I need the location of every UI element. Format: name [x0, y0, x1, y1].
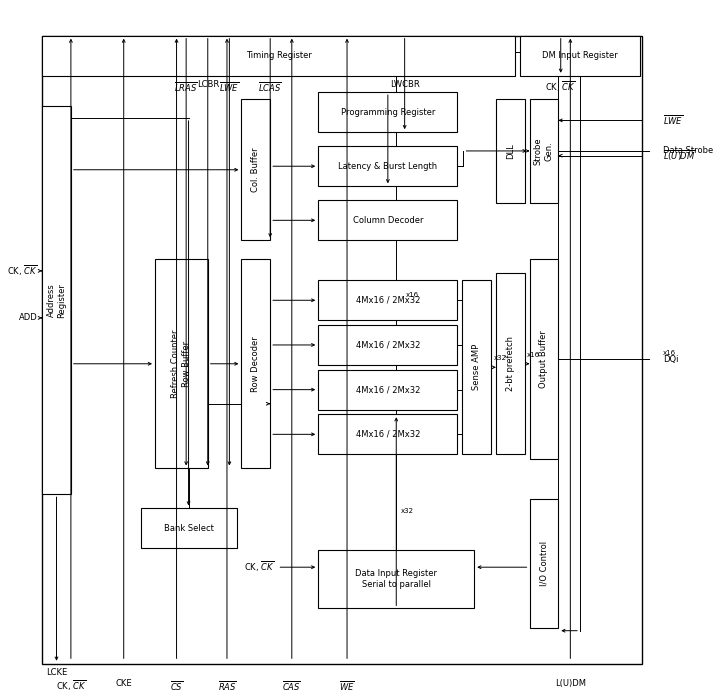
Text: Data Input Register
Serial to parallel: Data Input Register Serial to parallel [356, 569, 437, 589]
Bar [42, 106, 71, 494]
Bar [318, 280, 458, 320]
Text: LWCBR: LWCBR [390, 80, 420, 89]
Bar [520, 36, 640, 76]
Text: Sense AMP: Sense AMP [472, 344, 481, 390]
Bar [530, 99, 558, 203]
Text: CK, $\overline{CK}$: CK, $\overline{CK}$ [244, 560, 275, 574]
Text: Latency & Burst Length: Latency & Burst Length [338, 162, 438, 171]
Text: $\overline{LRAS}$: $\overline{LRAS}$ [174, 80, 198, 94]
Text: Refresh Counter
Row Buffer: Refresh Counter Row Buffer [171, 330, 191, 398]
Bar [318, 146, 458, 186]
Text: Strobe
Gen.: Strobe Gen. [534, 137, 554, 164]
Text: CK, $\overline{CK}$: CK, $\overline{CK}$ [545, 80, 576, 95]
Text: Column Decoder: Column Decoder [353, 216, 423, 225]
Text: DLL: DLL [506, 143, 515, 159]
Text: 2-bt prefetch: 2-bt prefetch [506, 336, 515, 391]
Text: 4Mx16 / 2Mx32: 4Mx16 / 2Mx32 [356, 296, 420, 305]
Bar [241, 99, 270, 240]
Text: $\overline{LWE}$: $\overline{LWE}$ [219, 80, 239, 94]
Bar [141, 508, 236, 549]
Bar [155, 259, 208, 468]
Text: x16: x16 [663, 350, 676, 356]
Text: LCBR: LCBR [196, 80, 219, 89]
Text: 4Mx16 / 2Mx32: 4Mx16 / 2Mx32 [356, 340, 420, 349]
Text: CK, $\overline{CK}$: CK, $\overline{CK}$ [6, 264, 37, 278]
Text: L(U)DM: L(U)DM [555, 679, 585, 688]
Text: 4Mx16 / 2Mx32: 4Mx16 / 2Mx32 [356, 430, 420, 439]
Bar [318, 414, 458, 454]
Bar [241, 259, 270, 468]
Text: $\overline{CS}$: $\overline{CS}$ [170, 679, 183, 693]
Text: $\overline{CAS}$: $\overline{CAS}$ [282, 679, 301, 693]
Text: Col. Buffer: Col. Buffer [251, 148, 261, 192]
Text: $\overline{LWE}$: $\overline{LWE}$ [663, 114, 683, 128]
Text: $\overline{RAS}$: $\overline{RAS}$ [218, 679, 236, 693]
Text: Output Buffer: Output Buffer [539, 330, 548, 388]
Bar [42, 36, 515, 76]
Bar [496, 99, 525, 203]
Text: ADD: ADD [19, 314, 37, 323]
Text: CK, $\overline{CK}$: CK, $\overline{CK}$ [56, 679, 86, 693]
Text: DQi: DQi [663, 355, 678, 364]
Bar [318, 549, 474, 608]
Text: $\overline{L(U)DM}$: $\overline{L(U)DM}$ [663, 148, 695, 163]
Bar [318, 325, 458, 365]
Text: LCKE: LCKE [46, 668, 67, 677]
Bar [530, 499, 558, 628]
Text: CKE: CKE [116, 679, 132, 688]
Text: Row Decoder: Row Decoder [251, 336, 261, 392]
Bar [318, 92, 458, 132]
Text: DM Input Register: DM Input Register [542, 51, 618, 60]
Bar [318, 200, 458, 240]
Bar [318, 369, 458, 410]
Text: x32: x32 [401, 508, 414, 514]
Bar [462, 280, 491, 454]
Bar [496, 273, 525, 454]
Text: Programming Register: Programming Register [341, 107, 435, 116]
Text: I/O Control: I/O Control [539, 541, 548, 586]
Text: $\overline{WE}$: $\overline{WE}$ [339, 679, 355, 693]
Text: Timing Register: Timing Register [246, 51, 311, 60]
Text: Data Strobe: Data Strobe [663, 146, 713, 155]
Text: x16: x16 [406, 292, 419, 298]
Text: Address
Register: Address Register [46, 283, 66, 318]
Text: $\overline{LCAS}$: $\overline{LCAS}$ [258, 80, 282, 94]
Text: x16: x16 [527, 352, 540, 358]
Text: x32: x32 [493, 355, 506, 362]
Text: 4Mx16 / 2Mx32: 4Mx16 / 2Mx32 [356, 385, 420, 394]
Text: Bank Select: Bank Select [164, 524, 213, 533]
Bar [530, 259, 558, 459]
